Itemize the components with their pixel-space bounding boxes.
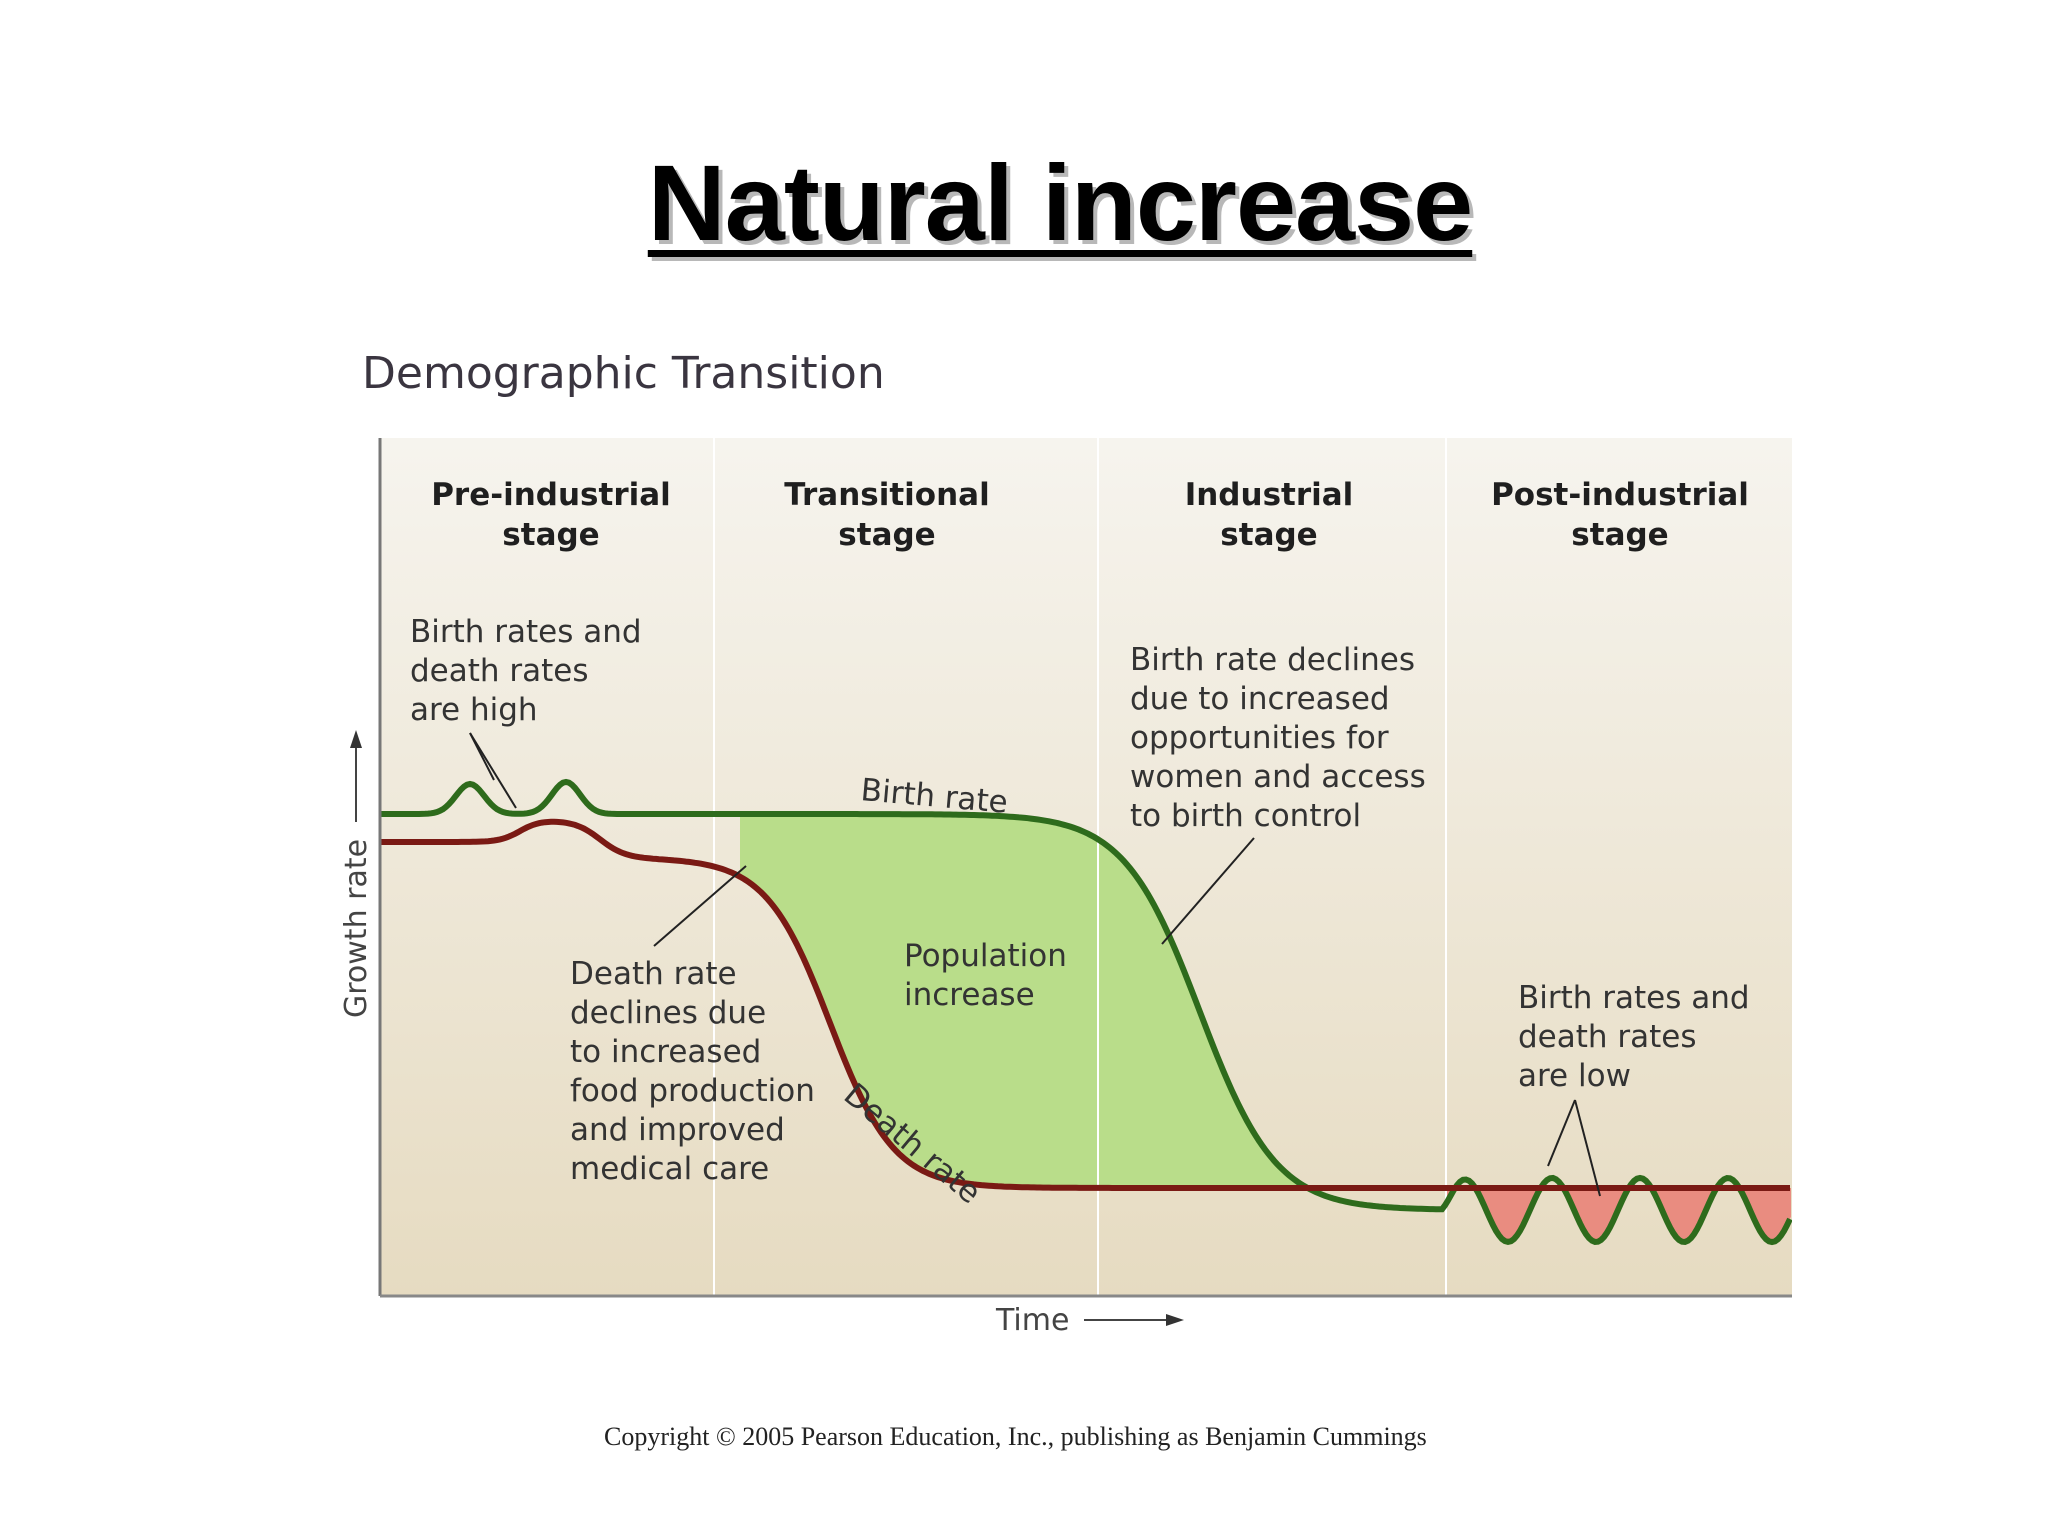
- stage-label: Post-industrial: [1491, 477, 1749, 513]
- stage-label: Transitional: [784, 477, 989, 513]
- annotation-death-decline: Death rate: [570, 956, 737, 992]
- birth-rate-line: [380, 778, 1792, 1246]
- x-axis-arrowhead: [1166, 1314, 1184, 1326]
- annotation-high-rates: Birth rates and: [410, 614, 642, 650]
- annotation-death-decline: declines due: [570, 995, 766, 1031]
- annotation-birth-decline: due to increased: [1130, 681, 1390, 717]
- copyright-text: Copyright © 2005 Pearson Education, Inc.…: [604, 1422, 1427, 1451]
- stage-label: stage: [838, 517, 935, 553]
- population-increase-label: Population: [904, 938, 1067, 974]
- y-axis-label: Growth rate: [339, 839, 374, 1018]
- annotation-birth-decline: Birth rate declines: [1130, 642, 1415, 678]
- figure-title: Demographic Transition: [362, 348, 885, 399]
- annotation-low-rates: death rates: [1518, 1019, 1697, 1055]
- leader-line: [1574, 1099, 1601, 1197]
- leader-line: [469, 732, 517, 809]
- annotation-death-decline: food production: [570, 1073, 815, 1109]
- annotation-death-decline: and improved: [570, 1112, 785, 1148]
- annotation-high-rates: are high: [410, 692, 538, 728]
- leader-line: [1161, 837, 1255, 945]
- annotation-birth-decline: opportunities for: [1130, 720, 1389, 756]
- population-increase-label: increase: [904, 977, 1035, 1013]
- annotation-death-decline: medical care: [570, 1151, 769, 1187]
- y-axis-arrowhead: [350, 730, 362, 748]
- death-rate-line: [380, 818, 1790, 1191]
- annotation-death-decline: to increased: [570, 1034, 761, 1070]
- leader-line: [653, 865, 747, 947]
- x-axis-label: Time: [995, 1303, 1069, 1338]
- annotation-low-rates: are low: [1518, 1058, 1631, 1094]
- annotation-birth-decline: to birth control: [1130, 798, 1361, 834]
- stage-label: stage: [1571, 517, 1668, 553]
- annotation-low-rates: Birth rates and: [1518, 980, 1750, 1016]
- stage-label: stage: [1220, 517, 1317, 553]
- stage-label: stage: [502, 517, 599, 553]
- annotation-high-rates: death rates: [410, 653, 589, 689]
- stage-label: Industrial: [1185, 477, 1354, 513]
- annotation-birth-decline: women and access: [1130, 759, 1426, 795]
- population-increase-area: [740, 814, 1460, 1188]
- slide-title: Natural increase: [647, 142, 1473, 263]
- leader-line: [1547, 1099, 1576, 1167]
- stage-label: Pre-industrial: [431, 477, 671, 513]
